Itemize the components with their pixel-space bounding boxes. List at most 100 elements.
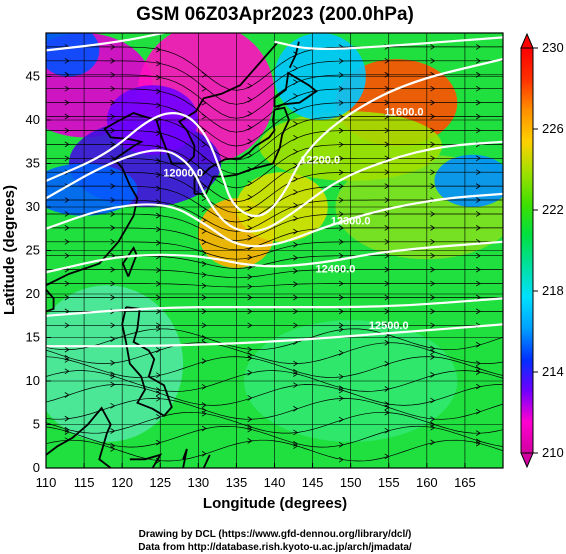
stream-arrow: [201, 141, 207, 148]
coastline: [202, 454, 211, 468]
stream-arrow: [110, 183, 116, 189]
y-tick-label: 40: [26, 112, 40, 127]
stream-arrow: [201, 272, 207, 278]
stream-arrow: [247, 369, 253, 376]
stream-arrow: [475, 211, 481, 217]
coastline: [273, 71, 318, 108]
x-tick-label: 140: [264, 475, 286, 490]
stream-arrow: [475, 44, 481, 50]
stream-arrow: [430, 183, 436, 189]
stream-arrow: [475, 58, 481, 64]
stream-arrow: [247, 96, 253, 103]
coastline: [129, 453, 163, 468]
stream-arrow: [430, 294, 436, 301]
stream-arrow: [247, 215, 253, 222]
stream-arrow: [110, 402, 116, 409]
coastline: [121, 246, 138, 277]
stream-arrow: [475, 440, 481, 447]
stream-arrow: [293, 107, 299, 113]
coastline: [46, 406, 112, 468]
stream-arrow: [475, 266, 481, 273]
stream-arrow: [64, 426, 70, 433]
stream-arrow: [293, 360, 299, 367]
x-axis-ticks: 110 115 120 125 130 135 140 145 150 155 160 165: [36, 463, 476, 490]
contour-label: 12400.0: [316, 263, 356, 275]
stream-arrow: [64, 225, 70, 231]
stream-arrow: [338, 183, 344, 190]
x-tick-label: 130: [187, 475, 209, 490]
colorbar-tick-label: 222: [542, 202, 564, 217]
stream-arrow: [64, 58, 70, 64]
stream-arrow: [247, 308, 253, 315]
contour-label: 12000.0: [163, 168, 203, 180]
height-contour: [46, 323, 503, 348]
stream-arrow: [247, 438, 253, 444]
stream-arrow: [338, 416, 344, 423]
stream-arrow: [475, 127, 481, 134]
stream-arrow: [338, 294, 344, 301]
x-axis-label: Longitude (degrees): [203, 495, 347, 512]
stream-arrow: [430, 397, 436, 404]
stream-arrow: [64, 357, 70, 363]
stream-arrow: [338, 86, 344, 92]
x-tick-label: 115: [74, 475, 95, 490]
stream-arrow: [64, 85, 70, 92]
stream-arrow: [338, 127, 344, 134]
stream-arrow: [293, 443, 299, 449]
stream-arrow: [475, 280, 481, 287]
stream-arrow: [201, 383, 207, 390]
stream-arrow: [475, 113, 481, 120]
x-tick-label: 150: [340, 475, 362, 490]
height-contours: 12000.0 11600.0 12200.0 12300.0 12400.0 12500…: [46, 33, 503, 348]
contour-label: 12500.0: [369, 320, 409, 332]
stream-arrow: [64, 346, 70, 353]
stream-arrow: [430, 155, 436, 162]
stream-arrow: [430, 113, 436, 120]
stream-arrow: [293, 215, 299, 222]
stream-arrow: [247, 416, 253, 423]
stream-arrow: [338, 197, 344, 204]
stream-arrow: [247, 124, 253, 131]
y-axis-label: Latitude (degrees): [1, 185, 18, 315]
stream-arrow: [338, 350, 344, 356]
stream-arrow: [247, 138, 253, 145]
stream-arrow: [110, 58, 116, 64]
stream-arrow: [293, 368, 299, 375]
stream-arrow: [430, 354, 436, 360]
stream-arrow: [64, 308, 70, 315]
stream-arrow: [110, 225, 116, 231]
stream-arrow: [338, 373, 344, 380]
stream-arrow: [110, 85, 116, 92]
height-contour: [46, 33, 168, 52]
plot-area: 12000.0 11600.0 12200.0 12300.0 12400.0 12500…: [46, 33, 503, 468]
stream-arrow: [64, 415, 70, 422]
stream-arrow: [293, 308, 299, 315]
stream-arrow: [247, 83, 253, 89]
stream-arrow: [430, 345, 436, 352]
stream-arrow: [475, 366, 481, 372]
stream-arrow: [247, 424, 253, 431]
stream-arrow: [475, 169, 481, 176]
stream-arrow: [430, 416, 436, 422]
stream-arrow: [293, 281, 299, 287]
stream-arrow: [293, 268, 299, 274]
field-blob: [46, 33, 100, 77]
y-tick-label: 0: [33, 460, 40, 475]
y-tick-label: 45: [26, 69, 40, 84]
stream-arrow: [64, 99, 70, 106]
stream-arrow: [475, 183, 481, 189]
stream-arrow: [201, 250, 207, 256]
stream-arrow: [64, 211, 70, 217]
stream-arrow: [201, 217, 207, 223]
stream-arrow: [110, 169, 116, 176]
stream-arrow: [64, 141, 70, 148]
stream-arrow: [293, 429, 299, 436]
stream-arrow: [64, 113, 70, 120]
stream-arrow: [201, 239, 207, 245]
stream-arrow: [64, 429, 70, 435]
stream-arrow: [293, 65, 299, 72]
coastlines: [46, 41, 318, 468]
stream-arrow: [475, 252, 481, 259]
stream-arrow: [110, 294, 116, 301]
stream-arrow: [293, 134, 299, 141]
